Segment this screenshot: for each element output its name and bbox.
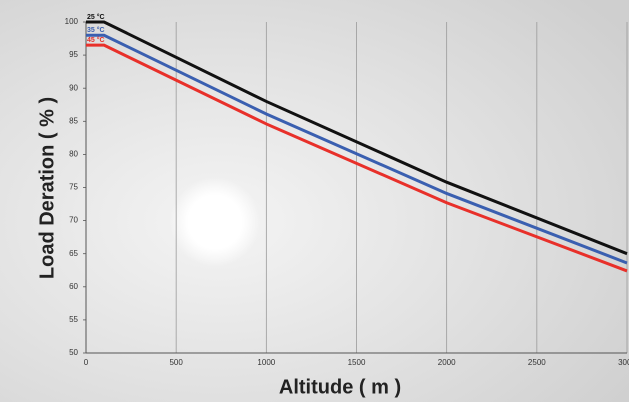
series-line [86,43,628,273]
y-tick-label: 60 [69,282,78,291]
background-highlight [170,177,260,267]
y-tick-label: 95 [69,50,78,59]
series-label: 35 °C [87,26,105,34]
x-tick-label: 3000 [618,358,629,367]
y-axis-title: Load Deration ( % ) [36,97,58,279]
x-tick-label: 2500 [528,358,546,367]
y-tick-label: 80 [69,150,78,159]
y-tick-label: 90 [69,83,78,92]
y-tick-label: 55 [69,315,78,324]
x-tick-label: 0 [84,358,89,367]
x-tick-label: 1500 [348,358,366,367]
y-tick-label: 100 [65,17,79,26]
series-line [86,33,628,265]
series-line [86,20,628,256]
y-tick-label: 50 [69,348,78,357]
x-tick-label: 500 [169,358,183,367]
series-label: 45 °C [87,36,105,44]
y-tick-label: 85 [69,116,78,125]
y-tick-label: 75 [69,183,78,192]
x-tick-label: 2000 [438,358,456,367]
y-tick-label: 70 [69,216,78,225]
y-tick-label: 65 [69,249,78,258]
series-label: 25 °C [87,13,105,21]
x-tick-label: 1000 [257,358,275,367]
x-axis-title: Altitude ( m ) [279,376,401,398]
